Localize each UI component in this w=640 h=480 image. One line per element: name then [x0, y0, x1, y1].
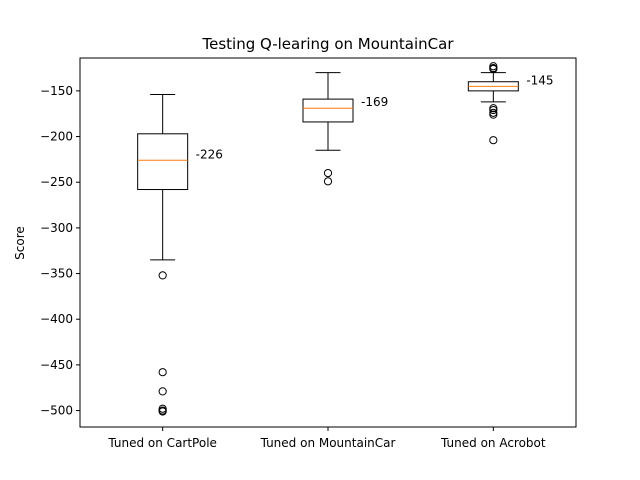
x-tick-label: Tuned on MountainCar — [260, 436, 396, 450]
chart-title: Testing Q-learing on MountainCar — [201, 35, 454, 53]
outlier-point — [158, 387, 167, 396]
median-label: -169 — [361, 95, 388, 109]
y-tick-label: −350 — [40, 267, 73, 281]
box — [302, 98, 354, 123]
plot-area: −150 −200 −250 −300 −350 −400 −450 −500 Tuned on… — [40, 62, 554, 450]
outlier-point — [323, 177, 333, 186]
median-label: -145 — [526, 73, 553, 87]
y-tick-label: −500 — [40, 404, 73, 418]
y-tick-label: −450 — [40, 358, 73, 372]
outlier-point — [158, 407, 167, 416]
y-tick-label: −150 — [40, 84, 73, 98]
box — [137, 133, 189, 191]
y-tick-label: −300 — [40, 221, 73, 235]
outlier-point — [158, 271, 167, 280]
outlier-point — [489, 64, 498, 74]
outlier-point — [489, 136, 498, 145]
y-tick-label: −400 — [40, 312, 73, 326]
outlier-point — [158, 368, 167, 377]
y-tick-label: −200 — [40, 130, 73, 144]
median-label: -226 — [196, 147, 223, 161]
outlier-point — [323, 168, 333, 178]
outlier-point — [489, 105, 498, 115]
x-tick-label: Tuned on Acrobot — [440, 436, 546, 450]
axes-frame — [79, 57, 577, 428]
y-tick-label: −250 — [40, 175, 73, 189]
y-axis-label: Score — [13, 226, 27, 260]
x-tick-label: Tuned on CartPole — [107, 436, 217, 450]
outlier-point — [489, 110, 498, 119]
